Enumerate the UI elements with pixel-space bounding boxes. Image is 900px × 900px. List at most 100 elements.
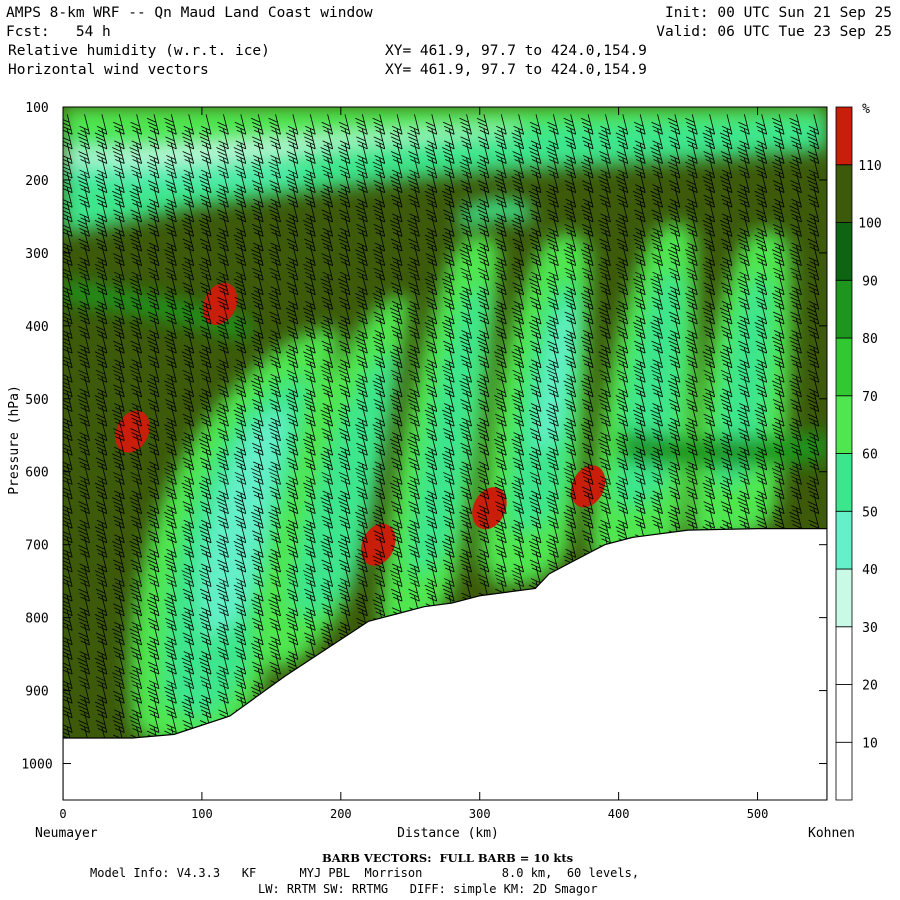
wind-barb (198, 347, 212, 369)
wind-barb (615, 478, 629, 500)
field2-label: Horizontal wind vectors (8, 62, 209, 78)
rh-mid-band (620, 430, 827, 468)
wind-barb (442, 493, 455, 514)
wind-barb (511, 391, 525, 412)
wind-barb (460, 391, 472, 412)
y-tick-label: 1000 (21, 758, 52, 773)
wind-barb (372, 201, 386, 223)
wind-barb (233, 405, 247, 427)
rh-lobe-3-core (410, 286, 488, 573)
wind-barb (113, 551, 125, 573)
wind-barb (303, 522, 316, 544)
wind-barb (563, 157, 577, 179)
wind-barb (321, 376, 334, 398)
colorbar-label: 50 (862, 505, 878, 520)
wind-barb (806, 391, 820, 412)
wind-barb (685, 245, 698, 266)
wind-barb (634, 376, 646, 398)
field1-label: Relative humidity (w.r.t. ice) (8, 43, 270, 59)
wind-barb (337, 362, 351, 383)
wind-barb (251, 245, 264, 266)
wind-barb (130, 376, 143, 398)
wind-barb (442, 318, 455, 339)
wind-barb (147, 303, 160, 325)
wind-barb (667, 114, 681, 135)
wind-barb (790, 478, 802, 500)
rh-lobe-2-core (290, 353, 398, 616)
wind-barb (755, 201, 768, 223)
wind-barb (112, 405, 125, 427)
wind-barb (303, 128, 316, 150)
colorbar-label: 100 (858, 217, 881, 232)
wind-barb (389, 347, 403, 369)
wind-barb (460, 172, 472, 194)
wind-barb (460, 435, 472, 456)
rh-patch-over-110 (472, 487, 507, 530)
wind-barb (563, 289, 577, 310)
wind-barb (634, 245, 646, 266)
wind-barb (494, 303, 507, 325)
colorbar-label: 110 (858, 159, 881, 174)
wind-barb (443, 508, 455, 529)
wind-barb (63, 522, 73, 544)
wind-barb (198, 478, 212, 500)
wind-barb (234, 157, 247, 179)
colorbar-bin (835, 684, 853, 743)
wind-barb (94, 435, 108, 456)
wind-barb (459, 333, 472, 354)
wind-barb (685, 508, 698, 529)
wind-barb (78, 537, 90, 558)
wind-barb (807, 318, 820, 339)
wind-barb (564, 260, 577, 281)
wind-barb (321, 420, 334, 442)
colorbar: 10 20 30 40 50 60 70 80 90 100 110 (835, 106, 882, 801)
wind-barb (477, 478, 490, 500)
colorbar-label: 70 (862, 390, 878, 405)
wind-barb (546, 537, 559, 558)
wind-barb (808, 508, 820, 529)
x-axis: 0 100 200 300 400 500 (59, 107, 768, 821)
rh-patch-over-110 (202, 282, 238, 326)
wind-barb (425, 289, 438, 310)
wind-barb (198, 522, 212, 544)
wind-barb (355, 376, 368, 398)
wind-barb (443, 157, 455, 179)
wind-barb (113, 157, 125, 179)
wind-barb (667, 420, 681, 442)
right-endpoint-label: Kohnen (808, 826, 855, 841)
wind-barb (286, 537, 299, 558)
wind-barb (771, 157, 785, 179)
colorbar-bin (835, 164, 853, 223)
wind-barb (63, 347, 73, 369)
wind-barb (616, 230, 629, 252)
wind-barb (389, 172, 403, 194)
wind-barb (372, 376, 386, 398)
wind-barb (252, 522, 264, 544)
wind-barb (130, 420, 143, 442)
wind-barb (355, 289, 368, 310)
wind-barb (63, 420, 73, 442)
wind-barb (494, 566, 507, 587)
rh-upper-pocket (460, 199, 530, 230)
wind-barb (304, 537, 316, 558)
wind-barb (286, 449, 299, 471)
wind-barb (77, 522, 90, 544)
wind-barb (112, 537, 125, 558)
wind-barb (685, 376, 698, 398)
wind-barb (146, 376, 160, 398)
wind-barb (546, 187, 559, 208)
colorbar-bin (835, 395, 853, 454)
wind-barb (580, 289, 594, 310)
colorbar-bin (835, 568, 853, 628)
wind-barb (337, 581, 351, 602)
wind-barb (599, 187, 611, 208)
wind-barb (268, 333, 281, 354)
wind-barb (633, 274, 646, 296)
wind-barb (338, 157, 351, 179)
colorbar-label: 80 (862, 332, 878, 347)
wind-barb (389, 522, 403, 544)
wind-barb (147, 391, 160, 412)
colorbar-bin (835, 222, 853, 281)
wind-barb (408, 581, 420, 602)
wind-barb (668, 128, 681, 150)
